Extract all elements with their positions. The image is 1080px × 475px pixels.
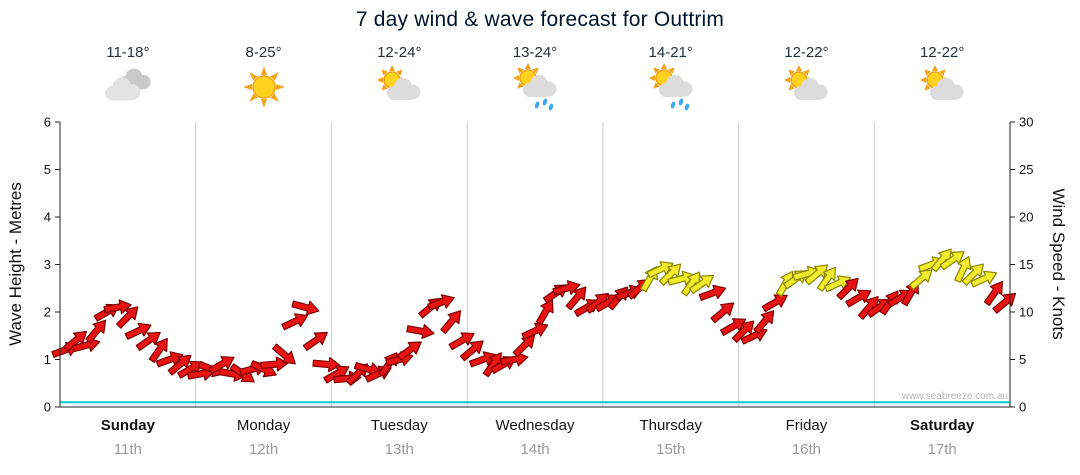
wind-arrow bbox=[459, 340, 484, 362]
wind-arrow bbox=[63, 330, 88, 352]
left-axis-title: Wave Height - Metres bbox=[6, 182, 25, 346]
wind-arrow bbox=[406, 324, 435, 340]
wind-arrow bbox=[167, 354, 192, 376]
watermark: www.seabreeze.com.au bbox=[901, 391, 1008, 402]
wind-arrow bbox=[698, 284, 727, 301]
temperature-range: 14-21° bbox=[648, 44, 693, 61]
day-name: Monday bbox=[236, 417, 291, 434]
wind-arrow bbox=[323, 365, 350, 384]
weather-icon-sun-cloud bbox=[784, 65, 828, 100]
weather-icon-sun-cloud bbox=[377, 65, 421, 100]
right-axis-tick-label: 30 bbox=[1019, 115, 1033, 130]
wind-arrow bbox=[272, 343, 296, 365]
right-axis-tick-label: 10 bbox=[1019, 305, 1033, 320]
left-axis-tick-label: 2 bbox=[44, 305, 51, 320]
day-date: 12th bbox=[248, 441, 279, 458]
day-name: Saturday bbox=[910, 417, 975, 434]
temperature-range: 12-22° bbox=[784, 44, 829, 61]
wind-arrow bbox=[521, 322, 549, 340]
right-axis-tick-label: 0 bbox=[1019, 400, 1026, 415]
weather-icon-cloudy bbox=[105, 68, 151, 101]
wind-arrow-strong bbox=[908, 269, 933, 291]
temperature-range: 13-24° bbox=[512, 44, 558, 61]
left-axis-tick-label: 1 bbox=[44, 352, 51, 367]
wind-arrow bbox=[85, 319, 107, 344]
wind-arrow-strong bbox=[939, 251, 965, 271]
weather-icon-sun-cloud-rain bbox=[648, 63, 693, 111]
left-axis-tick-label: 6 bbox=[44, 115, 51, 130]
wind-arrow-strong bbox=[930, 248, 952, 273]
wind-arrow bbox=[291, 300, 320, 316]
wind-arrow bbox=[836, 277, 859, 301]
wind-arrow bbox=[983, 280, 1003, 306]
wind-arrow bbox=[710, 302, 735, 324]
temperature-range: 12-24° bbox=[377, 44, 422, 61]
right-axis-tick-label: 25 bbox=[1019, 162, 1033, 177]
wind-arrow-strong bbox=[816, 266, 836, 292]
day-date: 11th bbox=[113, 441, 142, 458]
day-name: Sunday bbox=[100, 417, 155, 434]
day-date: 13th bbox=[384, 441, 414, 458]
wind-arrow bbox=[281, 313, 309, 331]
weather-icon-sun-cloud-rain bbox=[513, 63, 557, 111]
wind-arrow-strong bbox=[961, 263, 984, 286]
right-axis-tick-label: 5 bbox=[1019, 352, 1026, 367]
wind-arrow bbox=[208, 356, 235, 374]
wind-arrow-strong bbox=[954, 256, 972, 283]
temperature-range: 8-25° bbox=[245, 44, 282, 61]
temperature-range: 12-22° bbox=[919, 44, 965, 61]
wind-arrow bbox=[148, 337, 168, 363]
day-name: Thursday bbox=[639, 417, 702, 434]
wind-arrow bbox=[312, 356, 341, 373]
wind-arrow bbox=[753, 310, 775, 334]
weather-icon-sunny bbox=[242, 66, 285, 108]
wind-arrow bbox=[135, 331, 161, 352]
wind-arrow bbox=[396, 341, 422, 361]
wind-arrow-strong bbox=[681, 271, 701, 297]
wind-arrow bbox=[731, 320, 755, 343]
day-date: 17th bbox=[927, 441, 957, 458]
wind-arrow bbox=[440, 310, 462, 334]
wind-arrow bbox=[302, 331, 328, 352]
left-axis-tick-label: 3 bbox=[44, 257, 51, 272]
weather-icon-sun-cloud bbox=[920, 65, 964, 100]
wind-arrow bbox=[845, 289, 872, 308]
page-title: 7 day wind & wave forecast for Outtrim bbox=[355, 8, 725, 31]
temperature-range: 11-18° bbox=[106, 44, 150, 61]
right-axis-title: Wind Speed - Knots bbox=[1049, 188, 1068, 340]
wind-arrow bbox=[857, 295, 879, 320]
left-axis-tick-label: 0 bbox=[44, 400, 51, 415]
left-axis-tick-label: 4 bbox=[44, 210, 51, 225]
left-axis-tick-label: 5 bbox=[44, 162, 51, 177]
day-name: Tuesday bbox=[370, 417, 428, 434]
wind-arrow bbox=[565, 286, 587, 311]
right-axis-tick-label: 20 bbox=[1019, 210, 1033, 225]
wind-arrow bbox=[535, 299, 554, 326]
wind-arrow-strong bbox=[658, 263, 682, 286]
wind-arrow bbox=[448, 332, 475, 351]
wind-arrow bbox=[260, 356, 289, 372]
day-name: Wednesday bbox=[495, 417, 575, 434]
wind-arrow-strong bbox=[970, 270, 998, 288]
day-date: 16th bbox=[791, 441, 822, 458]
right-axis-tick-label: 15 bbox=[1019, 257, 1033, 272]
day-date: 14th bbox=[520, 441, 550, 458]
day-name: Friday bbox=[785, 417, 828, 434]
day-date: 15th bbox=[656, 441, 686, 458]
wind-arrow bbox=[512, 334, 536, 358]
wind-arrow bbox=[427, 294, 455, 311]
wind-arrow bbox=[761, 294, 788, 313]
wind-arrow-strong bbox=[689, 274, 715, 295]
wind-arrow bbox=[115, 306, 139, 329]
wind-arrow bbox=[124, 322, 152, 340]
